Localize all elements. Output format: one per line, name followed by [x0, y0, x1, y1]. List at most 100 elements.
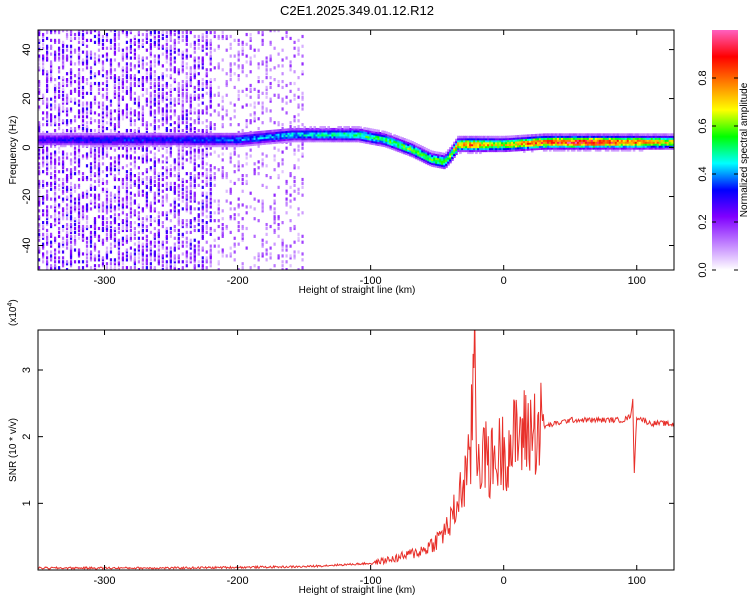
- spectrogram-cell: [381, 144, 384, 147]
- spectrogram-cell: [53, 154, 57, 158]
- spectrogram-cell: [173, 256, 176, 260]
- spectrogram-cell: [229, 78, 232, 82]
- spectrogram-cell: [101, 117, 105, 121]
- spectrogram-cell: [197, 138, 201, 142]
- spectrogram-cell: [177, 48, 180, 52]
- spectrogram-cell: [93, 150, 97, 154]
- spectrogram-cell: [93, 232, 97, 236]
- spectrogram-cell: [45, 156, 49, 160]
- spectrogram-cell: [257, 136, 261, 140]
- spectrogram-cell: [209, 219, 212, 223]
- spectrogram-cell: [38, 130, 41, 135]
- spectrogram-cell: [197, 87, 200, 91]
- spectrogram-cell: [181, 109, 184, 113]
- spectrogram-cell: [165, 134, 169, 138]
- spectrogram-cell: [97, 197, 101, 201]
- spectrogram-cell: [57, 76, 61, 80]
- spectrogram-cell: [273, 137, 277, 140]
- spectrogram-cell: [175, 138, 179, 142]
- spectrogram-cell: [237, 221, 240, 225]
- spectrogram-cell: [65, 246, 69, 250]
- spectrogram-cell: [85, 128, 89, 133]
- spectrogram-cell: [69, 181, 73, 186]
- spectrogram-cell: [265, 138, 269, 141]
- spectrogram-cell: [73, 134, 77, 138]
- spectrogram-cell: [185, 126, 188, 131]
- spectrogram-cell: [129, 236, 133, 240]
- spectrogram-cell: [57, 195, 61, 199]
- spectrogram-cell: [369, 138, 372, 141]
- spectrogram-cell: [233, 140, 237, 144]
- spectrogram-cell: [97, 83, 101, 88]
- spectrogram-cell: [93, 72, 97, 76]
- spectrogram-cell: [113, 89, 117, 93]
- spectrogram-cell: [105, 95, 109, 99]
- spectrogram-cell: [101, 238, 105, 242]
- spectrogram-cell: [101, 226, 105, 231]
- spectrogram-cell: [469, 137, 472, 141]
- spectrogram-cell: [289, 135, 293, 139]
- spectrogram-cell: [77, 125, 81, 129]
- spectrogram-cell: [149, 109, 152, 113]
- spectrogram-cell: [183, 134, 187, 138]
- spectrogram-cell: [201, 78, 204, 82]
- spectrogram-cell: [155, 134, 159, 138]
- spectrogram-cell: [129, 117, 133, 121]
- spectrogram-cell: [229, 142, 233, 146]
- spectrogram-cell: [129, 56, 133, 60]
- spectrogram-cell: [101, 66, 105, 70]
- spectrogram-cell: [241, 226, 244, 231]
- spectrogram-cell: [41, 252, 45, 256]
- spectrogram-cell: [81, 42, 85, 46]
- spectrogram-cell: [337, 131, 340, 135]
- spectrogram-cell: [297, 187, 300, 191]
- spectrogram-cell: [355, 131, 358, 135]
- spectrogram-cell: [437, 157, 440, 161]
- spectrogram-cell: [145, 193, 148, 197]
- spectrogram-cell: [65, 197, 69, 201]
- spectrogram-cell: [169, 256, 172, 260]
- spectrogram-cell: [69, 228, 73, 233]
- spectrogram-cell: [57, 246, 61, 250]
- spectrogram-cell: [161, 213, 164, 217]
- spectrogram-cell: [237, 138, 241, 142]
- spectrogram-cell: [121, 266, 125, 270]
- spectrogram-cell: [165, 128, 168, 133]
- spectrogram-cell: [45, 97, 49, 101]
- spectrogram-cell: [373, 140, 376, 144]
- spectrogram-cell: [107, 144, 111, 148]
- spectrogram-cell: [97, 254, 101, 258]
- spectrogram-cell: [77, 132, 81, 136]
- spectrogram-cell: [129, 221, 133, 225]
- spectrogram-cell: [125, 68, 129, 72]
- spectrogram-cell: [141, 177, 144, 182]
- spectrogram-cell: [389, 136, 392, 140]
- spectrogram-cell: [205, 250, 208, 254]
- spectrogram-cell: [369, 136, 372, 139]
- spectrogram-cell: [209, 187, 212, 191]
- spectrogram-cell: [483, 143, 486, 147]
- spectrogram-cell: [69, 107, 73, 111]
- spectrogram-cell: [389, 134, 392, 138]
- spectrogram-cell: [83, 142, 87, 146]
- spectrogram-cell: [297, 125, 300, 129]
- spectrogram-cell: [173, 50, 176, 54]
- spectrogram-cell: [269, 207, 272, 211]
- spectrogram-cell: [89, 224, 93, 229]
- spectrogram-cell: [73, 260, 77, 264]
- spectrogram-cell: [201, 134, 205, 138]
- spectrogram-cell: [221, 172, 224, 176]
- spectrogram-cell: [145, 154, 148, 158]
- spectrogram-cell: [177, 93, 180, 97]
- spectrogram-cell: [169, 150, 172, 154]
- spectrogram-cell: [169, 264, 172, 268]
- spectrogram-cell: [229, 156, 232, 160]
- spectrogram-cell: [145, 219, 148, 223]
- spectrogram-cell: [109, 197, 113, 201]
- spectrogram-cell: [483, 147, 486, 151]
- spectrogram-cell: [169, 38, 172, 43]
- spectrogram-cell: [69, 89, 73, 93]
- spectrogram-cell: [245, 93, 248, 97]
- spectrogram-cell: [303, 126, 307, 129]
- spectrogram-cell: [145, 148, 148, 152]
